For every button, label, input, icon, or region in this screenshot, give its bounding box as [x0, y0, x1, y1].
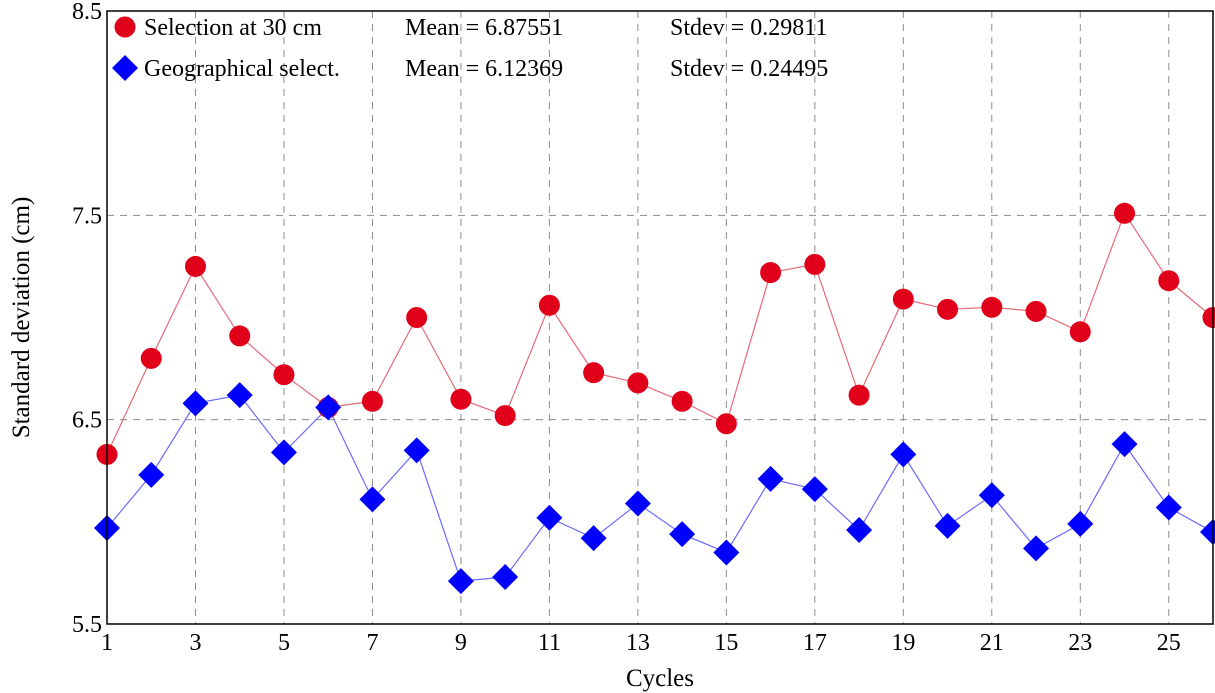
data-point-circle: [981, 296, 1003, 318]
x-tick-label: 17: [803, 630, 827, 656]
data-point-diamond: [359, 486, 386, 513]
plot-frame: [106, 10, 1214, 625]
legend-mean: Mean = 6.87551: [405, 15, 563, 41]
x-tick-label: 15: [714, 630, 738, 656]
data-point-circle: [848, 384, 870, 406]
data-point-diamond: [182, 390, 209, 417]
x-tick-label: 21: [980, 630, 1004, 656]
data-point-circle: [140, 347, 162, 369]
data-point-circle: [184, 255, 206, 277]
data-point-diamond: [757, 465, 784, 492]
data-point-diamond: [226, 382, 253, 409]
data-point-diamond: [978, 482, 1005, 509]
x-tick-label: 25: [1157, 630, 1181, 656]
legend-marker-diamond: [112, 55, 138, 81]
legend-stdev: Stdev = 0.29811: [670, 15, 827, 41]
data-point-diamond: [492, 564, 519, 591]
x-tick-label: 5: [278, 630, 290, 656]
data-point-diamond: [1067, 510, 1094, 537]
series-line-1: [106, 211, 1214, 455]
data-point-circle: [671, 390, 693, 412]
data-point-diamond: [801, 476, 828, 503]
data-point-diamond: [669, 521, 696, 548]
data-point-circle: [1202, 307, 1215, 328]
data-point-diamond: [713, 539, 740, 566]
data-point-circle: [715, 413, 737, 435]
data-point-diamond: [270, 439, 297, 466]
data-point-diamond: [934, 512, 961, 539]
series-lines: [106, 211, 1214, 582]
x-tick-label: 7: [366, 630, 378, 656]
y-tick-labels: 5.5 6.5 7.5 8.5: [72, 0, 102, 638]
data-point-diamond: [138, 461, 165, 488]
data-point-circle: [1025, 300, 1047, 322]
legend-series-name: Geographical select.: [144, 56, 340, 82]
data-point-circle: [583, 362, 605, 384]
x-tick-label: 23: [1068, 630, 1092, 656]
x-tick-label: 9: [455, 630, 467, 656]
data-point-circle: [1158, 270, 1180, 292]
x-tick-label: 19: [891, 630, 915, 656]
data-point-diamond: [890, 441, 917, 468]
x-tick-label: 1: [101, 630, 113, 656]
y-tick-label: 8.5: [72, 0, 102, 25]
legend-marker-circle: [114, 16, 136, 38]
data-point-circle: [494, 405, 516, 427]
legend: Selection at 30 cm Mean = 6.87551 Stdev = …: [112, 15, 828, 82]
legend-series-name: Selection at 30 cm: [144, 15, 322, 41]
series-markers: [94, 202, 1215, 595]
data-point-circle: [229, 325, 251, 347]
x-tick-labels: 1 3 5 7 9 11 13 15 17 19 21 23 25: [101, 630, 1181, 656]
data-point-circle: [538, 294, 560, 316]
data-point-circle: [406, 307, 428, 328]
x-axis-label: Cycles: [626, 665, 694, 692]
data-point-circle: [937, 298, 959, 320]
data-point-circle: [1069, 321, 1091, 343]
data-point-diamond: [580, 525, 607, 552]
data-point-circle: [804, 253, 826, 275]
y-tick-label: 7.5: [72, 203, 102, 229]
data-point-circle: [892, 288, 914, 310]
data-point-diamond: [536, 504, 563, 531]
data-point-diamond: [1155, 494, 1182, 521]
data-point-diamond: [1200, 519, 1215, 546]
data-point-circle: [760, 262, 782, 284]
legend-mean: Mean = 6.12369: [405, 56, 563, 82]
data-point-circle: [627, 372, 649, 394]
data-point-circle: [273, 364, 295, 386]
data-point-diamond: [447, 568, 474, 595]
data-point-diamond: [1023, 535, 1050, 562]
y-tick-label: 6.5: [72, 408, 102, 434]
grid: [106, 10, 1213, 625]
data-point-diamond: [846, 517, 873, 544]
y-tick-label: 5.5: [72, 612, 102, 638]
series-line-2: [106, 394, 1214, 582]
x-tick-label: 11: [538, 630, 561, 656]
data-point-diamond: [403, 437, 430, 464]
x-tick-label: 3: [189, 630, 201, 656]
data-point-circle: [361, 390, 383, 412]
data-point-circle: [450, 388, 472, 410]
data-point-diamond: [1111, 431, 1138, 458]
legend-stdev: Stdev = 0.24495: [670, 56, 828, 82]
data-point-diamond: [624, 490, 651, 517]
x-tick-label: 13: [626, 630, 650, 656]
y-axis-label: Standard deviation (cm): [8, 197, 35, 439]
data-point-diamond: [315, 394, 342, 421]
data-point-circle: [1114, 202, 1136, 224]
